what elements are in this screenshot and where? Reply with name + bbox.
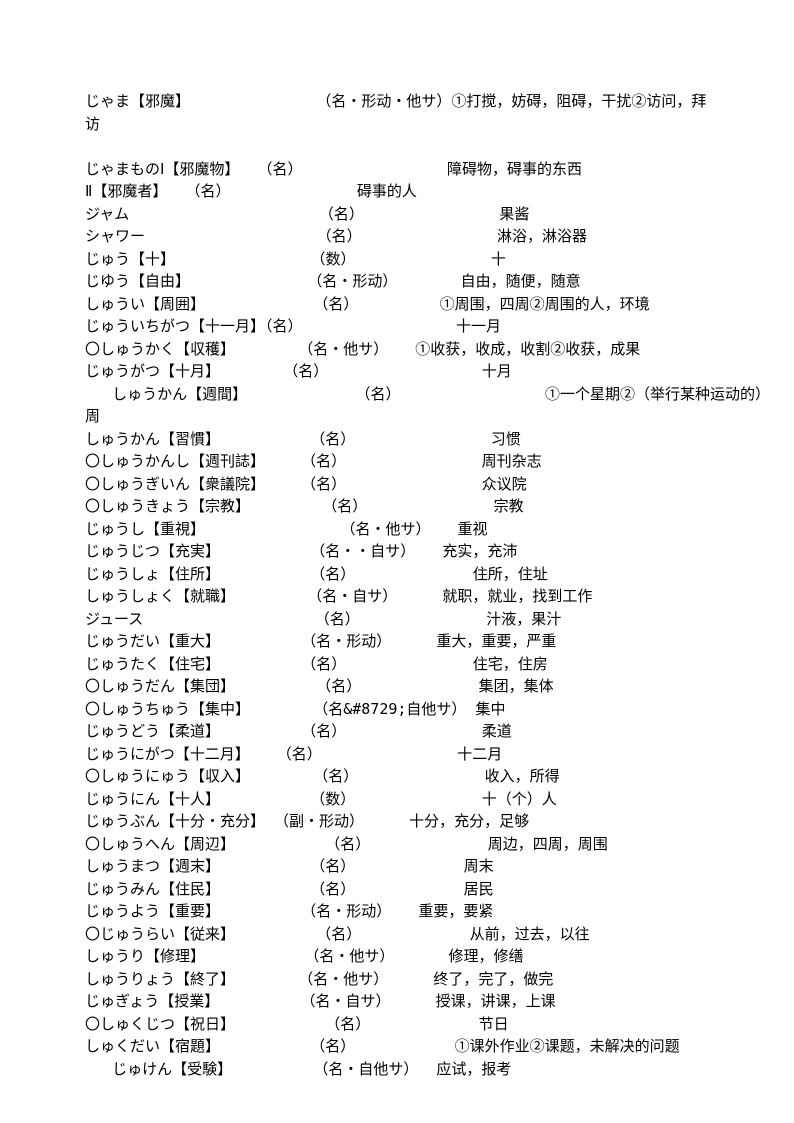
dictionary-entry: しゅうりょう【終了】 （名・他サ） 终了，完了，做完 [85, 968, 709, 991]
dictionary-entry: じゃまものⅠ【邪魔物】 （名） 障碍物，碍事的东西 [85, 158, 709, 181]
dictionary-entry: しゅうり【修理】 （名・他サ） 修理，修缮 [85, 945, 709, 968]
dictionary-entry: じゅうたく【住宅】 （名） 住宅，住房 [85, 653, 709, 676]
dictionary-entry: しゅうかん【週間】 （名） ①一个星期②（举行某种运动的） [85, 383, 709, 406]
dictionary-entry: 〇しゅうぎいん【衆議院】 （名） 众议院 [85, 473, 709, 496]
dictionary-entry: ジャム （名） 果酱 [85, 203, 709, 226]
dictionary-entry: 〇しゅうかく【収穫】 （名・他サ） ①收获，收成，收割②收获，成果 [85, 338, 709, 361]
dictionary-entry: じゅうだい【重大】 （名・形动） 重大，重要，严重 [85, 630, 709, 653]
dictionary-entry: じゅうじつ【充実】 （名・・自サ） 充实，充沛 [85, 540, 709, 563]
dictionary-content: じゃま【邪魔】 （名・形动・他サ）①打搅，妨碍，阻碍，干扰②访问，拜访 じゃまも… [85, 90, 709, 1080]
dictionary-entry: じゅうよう【重要】 （名・形动） 重要，要紧 [85, 900, 709, 923]
dictionary-entry: じゅうにん【十人】 （数） 十（个）人 [85, 788, 709, 811]
dictionary-entry: 〇しゅくじつ【祝日】 （名） 节日 [85, 1013, 709, 1036]
dictionary-entry: しゅうしょく【就職】 （名・自サ） 就职，就业，找到工作 [85, 585, 709, 608]
dictionary-entry: 〇しゅうかんし【週刊誌】 （名） 周刊杂志 [85, 450, 709, 473]
dictionary-entry: じゅけん【受験】 （名・自他サ） 应试，报考 [85, 1058, 709, 1081]
dictionary-entry: しゅうい【周囲】 （名） ①周围，四周②周围的人，环境 [85, 293, 709, 316]
dictionary-entry: ジュース （名） 汁液，果汁 [85, 608, 709, 631]
dictionary-entry: じゅうどう【柔道】 （名） 柔道 [85, 720, 709, 743]
dictionary-entry: 周 [85, 405, 709, 428]
dictionary-entry: じゅうみん【住民】 （名） 居民 [85, 878, 709, 901]
dictionary-entry: じゅうしょ【住所】 （名） 住所，住址 [85, 563, 709, 586]
dictionary-entry: しゅうかん【習慣】 （名） 习惯 [85, 428, 709, 451]
dictionary-entry: 〇しゅうへん【周辺】 （名） 周边，四周，周围 [85, 833, 709, 856]
dictionary-entry: 访 [85, 113, 709, 136]
dictionary-entry: じゆう【自由】 （名・形动） 自由，随便，随意 [85, 270, 709, 293]
dictionary-entry: しゅくだい【宿題】 （名） ①课外作业②课题，未解决的问题 [85, 1035, 709, 1058]
dictionary-entry: 〇しゅうちゅう【集中】 （名&#8729;自他サ） 集中 [85, 698, 709, 721]
dictionary-entry: じゅう【十】 （数） 十 [85, 248, 709, 271]
dictionary-entry: じゅぎょう【授業】 （名・自サ） 授课，讲课，上课 [85, 990, 709, 1013]
dictionary-entry: シャワー （名） 淋浴，淋浴器 [85, 225, 709, 248]
dictionary-entry: 〇しゅうにゅう【収入】 （名） 收入，所得 [85, 765, 709, 788]
dictionary-entry: じゅういちがつ【十一月】（名） 十一月 [85, 315, 709, 338]
dictionary-entry: 〇しゅうきょう【宗教】 （名） 宗教 [85, 495, 709, 518]
dictionary-entry: じゅうし【重視】 （名・他サ） 重视 [85, 518, 709, 541]
dictionary-entry: 〇しゅうだん【集団】 （名） 集团，集体 [85, 675, 709, 698]
dictionary-entry: じゃま【邪魔】 （名・形动・他サ）①打搅，妨碍，阻碍，干扰②访问，拜 [85, 90, 709, 113]
dictionary-entry: 〇じゅうらい【従来】 （名） 从前，过去，以往 [85, 923, 709, 946]
dictionary-entry: しゅうまつ【週末】 （名） 周末 [85, 855, 709, 878]
dictionary-entry: じゅうがつ【十月】 （名） 十月 [85, 360, 709, 383]
dictionary-entry: Ⅱ【邪魔者】 （名） 碍事的人 [85, 180, 709, 203]
dictionary-entry [85, 135, 709, 158]
dictionary-entry: じゅうぶん【十分・充分】 （副・形动） 十分，充分，足够 [85, 810, 709, 833]
dictionary-entry: じゅうにがつ【十二月】 （名） 十二月 [85, 743, 709, 766]
